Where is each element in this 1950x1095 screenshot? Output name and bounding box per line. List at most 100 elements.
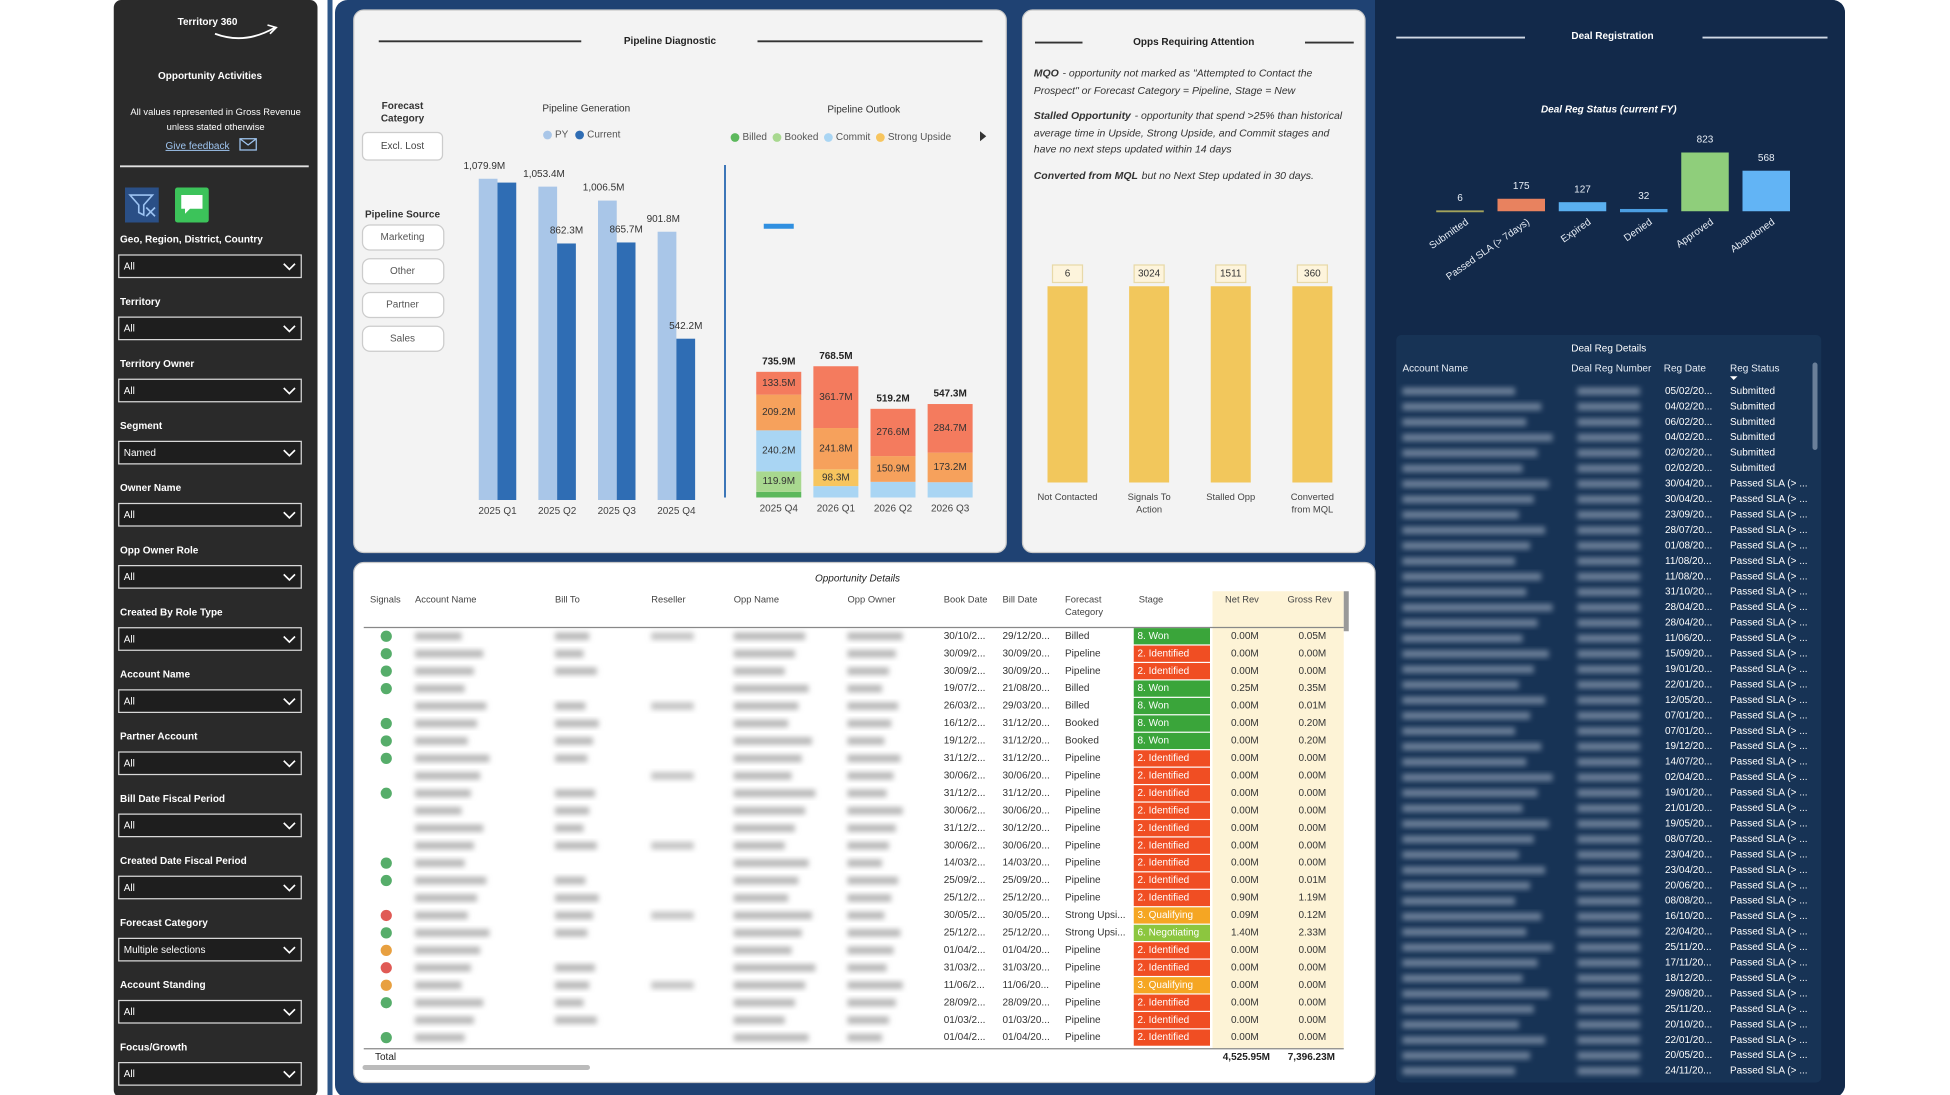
bar-segment — [756, 430, 802, 472]
cell: 0.00M — [1231, 648, 1259, 659]
cell: Passed SLA (> ... — [1730, 942, 1808, 953]
filter-dropdown[interactable] — [118, 378, 302, 403]
deal-scrollbar[interactable] — [1812, 362, 1818, 451]
total-label: 735.9M — [762, 356, 795, 367]
column-header[interactable]: Reg Status — [1730, 363, 1779, 374]
column-header[interactable]: Opp Owner — [847, 593, 896, 605]
cell: 30/06/2... — [944, 840, 986, 851]
redacted-cell — [733, 946, 792, 955]
data-label: 240.2M — [762, 445, 795, 456]
data-label: 276.6M — [876, 427, 909, 438]
attention-tile[interactable] — [1129, 286, 1170, 483]
dropdown-chevron — [283, 884, 296, 892]
redacted-cell — [1402, 928, 1527, 936]
filter-dropdown[interactable] — [118, 937, 302, 962]
column-header[interactable]: Gross Rev — [1287, 593, 1332, 605]
filter-dropdown[interactable] — [118, 875, 302, 900]
data-label: 32 — [1638, 191, 1650, 202]
filter-dropdown[interactable] — [118, 502, 302, 527]
cell: 14/07/20... — [1665, 757, 1712, 768]
column-header[interactable]: Reseller — [651, 593, 686, 605]
column-header[interactable]: Forecast Category — [1065, 593, 1104, 618]
cell: 07/01/20... — [1665, 726, 1712, 737]
column-header[interactable]: Account Name — [415, 593, 477, 605]
signal — [380, 997, 392, 1009]
filter-dropdown[interactable] — [118, 751, 302, 776]
attention-tile[interactable] — [1292, 286, 1333, 483]
filter-dropdown[interactable] — [118, 1061, 302, 1086]
cell: 30/09/2... — [944, 648, 986, 659]
column-header[interactable]: Deal Reg Number — [1571, 363, 1652, 374]
tile-value: 3024 — [1138, 268, 1161, 279]
filter-label: Account Standing — [120, 980, 206, 991]
filter-dropdown[interactable] — [118, 254, 302, 279]
filter-dropdown[interactable] — [118, 627, 302, 651]
filter-dropdown[interactable] — [118, 813, 302, 838]
cell: 0.00M — [1298, 753, 1326, 764]
column-header[interactable]: Bill Date — [1002, 593, 1038, 605]
filter-dropdown[interactable] — [118, 689, 302, 714]
column-header[interactable]: Signals — [370, 593, 401, 605]
column-header[interactable]: Book Date — [943, 593, 988, 605]
tile-value-box — [1133, 264, 1165, 284]
filter-dropdown[interactable] — [118, 999, 302, 1024]
legend-more[interactable] — [980, 131, 987, 142]
clear-filter-icon[interactable] — [125, 187, 159, 223]
feedback-link[interactable]: Give feedback — [166, 141, 231, 152]
slicer-button[interactable] — [361, 325, 445, 352]
redacted-cell — [1402, 789, 1538, 797]
column-header[interactable]: Net Rev — [1225, 593, 1259, 605]
filter-dropdown[interactable] — [118, 316, 302, 341]
column-header[interactable]: Stage — [1138, 593, 1164, 605]
redacted-cell — [733, 981, 806, 989]
cell: 0.00M — [1231, 718, 1259, 729]
slicer-button[interactable] — [361, 258, 445, 285]
redacted-cell — [847, 702, 899, 710]
cell: Passed SLA (> ... — [1730, 556, 1808, 567]
cell: 28/09/20... — [1003, 997, 1050, 1008]
cell: Passed SLA (> ... — [1730, 494, 1808, 505]
cell: Passed SLA (> ... — [1730, 1004, 1808, 1015]
redacted-cell — [847, 929, 901, 937]
column-header[interactable]: Bill To — [555, 593, 580, 605]
redacted-cell — [733, 702, 799, 710]
filter-dropdown[interactable] — [118, 565, 302, 589]
filter-dropdown[interactable] — [118, 440, 302, 465]
tile-label: Not Contacted — [1037, 491, 1098, 503]
cell: 21/08/20... — [1003, 683, 1050, 694]
mail-icon[interactable] — [239, 138, 257, 151]
column-header[interactable]: Opp Name — [733, 593, 780, 605]
legend-label: PY — [555, 130, 569, 141]
data-label: 175 — [1513, 181, 1530, 192]
cell: Passed SLA (> ... — [1730, 958, 1808, 969]
redacted-cell — [1577, 634, 1640, 643]
redacted-cell — [1577, 619, 1640, 627]
cell: 2. Identified — [1138, 788, 1190, 799]
redacted-cell — [1577, 387, 1640, 395]
attention-tile[interactable] — [1047, 286, 1088, 483]
v-scrollbar[interactable] — [1343, 591, 1349, 632]
redacted-cell — [555, 789, 595, 798]
cell: 0.00M — [1298, 962, 1326, 973]
redacted-cell — [733, 1033, 809, 1042]
redacted-cell — [1402, 881, 1530, 890]
cell: 1.19M — [1298, 893, 1326, 904]
cell: Passed SLA (> ... — [1730, 757, 1808, 768]
sort-arrow[interactable] — [1730, 376, 1738, 380]
attention-tile[interactable] — [1210, 286, 1251, 483]
h-scrollbar[interactable] — [362, 1065, 591, 1070]
slicer-button[interactable] — [361, 131, 444, 161]
redacted-cell — [733, 824, 795, 832]
slicer-button[interactable] — [361, 224, 445, 251]
cell: 01/04/2... — [944, 945, 986, 956]
column-header[interactable]: Account Name — [1403, 363, 1469, 374]
cell: Passed SLA (> ... — [1730, 618, 1808, 629]
definition-text: - opportunity not marked as "Attempted t… — [1033, 66, 1313, 96]
slicer-button[interactable] — [361, 291, 445, 319]
column-header[interactable]: Reg Date — [1664, 363, 1707, 374]
redacted-cell — [1577, 557, 1640, 565]
redacted-cell — [415, 911, 468, 920]
cell: 0.20M — [1298, 718, 1326, 729]
redacted-cell — [415, 1016, 474, 1024]
redacted-cell — [1402, 943, 1553, 952]
